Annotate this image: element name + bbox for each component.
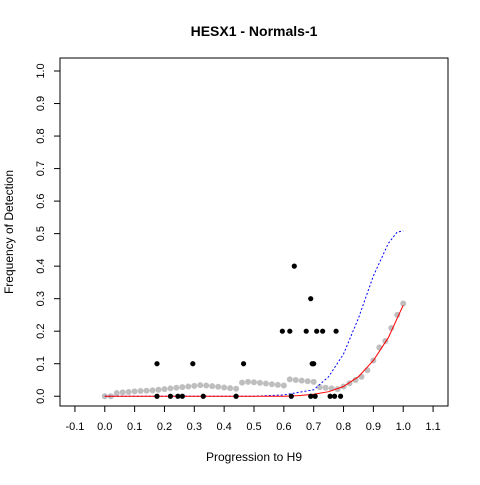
- reference-point: [245, 378, 252, 385]
- x-tick-label: 1.0: [396, 421, 411, 433]
- observed-point: [154, 361, 160, 367]
- observed-point: [175, 393, 181, 399]
- reference-point: [173, 384, 180, 391]
- observed-point: [311, 361, 317, 367]
- y-tick-label: 0.9: [35, 96, 47, 111]
- x-tick-label: 0.3: [187, 421, 202, 433]
- reference-point: [149, 387, 156, 394]
- observed-point: [287, 328, 293, 334]
- x-tick-label: 0.7: [306, 421, 321, 433]
- reference-point: [400, 300, 407, 307]
- reference-point: [119, 389, 126, 396]
- observed-point: [331, 393, 338, 399]
- observed-point: [312, 393, 318, 399]
- reference-point: [113, 389, 120, 396]
- reference-point: [233, 385, 240, 392]
- y-tick-label: 0.4: [35, 259, 47, 274]
- reference-point: [155, 386, 162, 393]
- plot-frame: [59, 57, 449, 407]
- observed-point: [288, 393, 294, 399]
- observed-point: [167, 393, 174, 399]
- reference-point: [316, 384, 323, 391]
- observed-point: [179, 393, 185, 399]
- observed-point: [190, 361, 196, 367]
- reference-point: [221, 384, 228, 391]
- reference-point: [292, 376, 299, 383]
- reference-point: [298, 377, 305, 384]
- observed-point: [154, 393, 160, 399]
- reference-point: [215, 383, 222, 390]
- observed-point: [279, 328, 285, 334]
- y-tick-label: 0.6: [35, 193, 47, 208]
- observed-point: [320, 328, 326, 334]
- reference-point: [262, 380, 269, 387]
- x-tick-label: 0.6: [276, 421, 291, 433]
- y-tick-label: 1.0: [35, 63, 47, 78]
- observed-point: [314, 328, 320, 334]
- observed-point: [337, 393, 344, 399]
- reference-point: [358, 373, 365, 380]
- y-tick-label: 0.3: [35, 291, 47, 306]
- reference-curve: [104, 230, 404, 397]
- reference-point: [364, 367, 371, 374]
- observed-point: [303, 328, 309, 334]
- y-tick-label: 0.0: [35, 389, 47, 404]
- observed-point: [200, 393, 206, 399]
- reference-point: [143, 387, 150, 394]
- x-tick-label: 0.5: [246, 421, 261, 433]
- x-tick-label: 0.8: [336, 421, 351, 433]
- reference-point: [185, 383, 192, 390]
- reference-point: [394, 311, 401, 318]
- x-tick-label: 0.9: [366, 421, 381, 433]
- reference-point: [251, 379, 257, 386]
- y-axis-title: Frequency of Detection: [2, 170, 16, 294]
- reference-point: [286, 376, 293, 383]
- reference-point: [131, 388, 138, 395]
- y-tick-label: 0.8: [35, 128, 47, 143]
- y-tick-label: 0.7: [35, 161, 47, 176]
- x-tick-label: 0.2: [157, 421, 172, 433]
- reference-point: [179, 384, 186, 391]
- reference-point: [209, 383, 216, 390]
- reference-point: [197, 382, 204, 389]
- observed-point: [240, 361, 247, 367]
- observed-point: [308, 296, 314, 302]
- reference-point: [167, 385, 174, 392]
- plot-area: -0.1 0.0 0.1 0.2 0.3 0.4 0.5 0.6 0.7 0.8 0.9 1.0 1.1…: [35, 57, 449, 433]
- reference-point: [388, 324, 395, 331]
- chart-title: HESX1 - Normals-1: [191, 23, 318, 39]
- y-tick-label: 0.1: [35, 356, 47, 371]
- reference-point: [268, 381, 275, 388]
- reference-point: [137, 388, 144, 395]
- y-tick-label: 0.5: [35, 226, 47, 241]
- fitted-curve: [104, 304, 404, 397]
- x-tick-label: 0.0: [97, 421, 112, 433]
- reference-point: [161, 386, 168, 393]
- reference-point: [125, 389, 132, 396]
- reference-point: [256, 379, 263, 386]
- observed-point: [333, 328, 339, 334]
- observed-point: [327, 393, 333, 399]
- x-axis-title: Progression to H9: [206, 450, 302, 464]
- observed-point: [308, 393, 314, 399]
- x-tick-label: 0.1: [127, 421, 142, 433]
- reference-point: [304, 378, 311, 385]
- reference-point: [352, 376, 359, 383]
- x-tick-label: 1.1: [425, 421, 440, 433]
- reference-point: [191, 382, 198, 389]
- y-tick-label: 0.2: [35, 324, 47, 339]
- reference-point: [322, 384, 329, 391]
- reference-point: [239, 379, 246, 386]
- observed-point: [233, 393, 239, 399]
- x-tick-label: 0.4: [217, 421, 232, 433]
- observed-point: [291, 263, 297, 269]
- reference-point: [280, 382, 287, 389]
- x-tick-label: -0.1: [65, 421, 84, 433]
- reference-point: [227, 385, 234, 392]
- reference-point: [274, 381, 281, 388]
- reference-point: [203, 382, 210, 389]
- reference-point: [310, 378, 317, 385]
